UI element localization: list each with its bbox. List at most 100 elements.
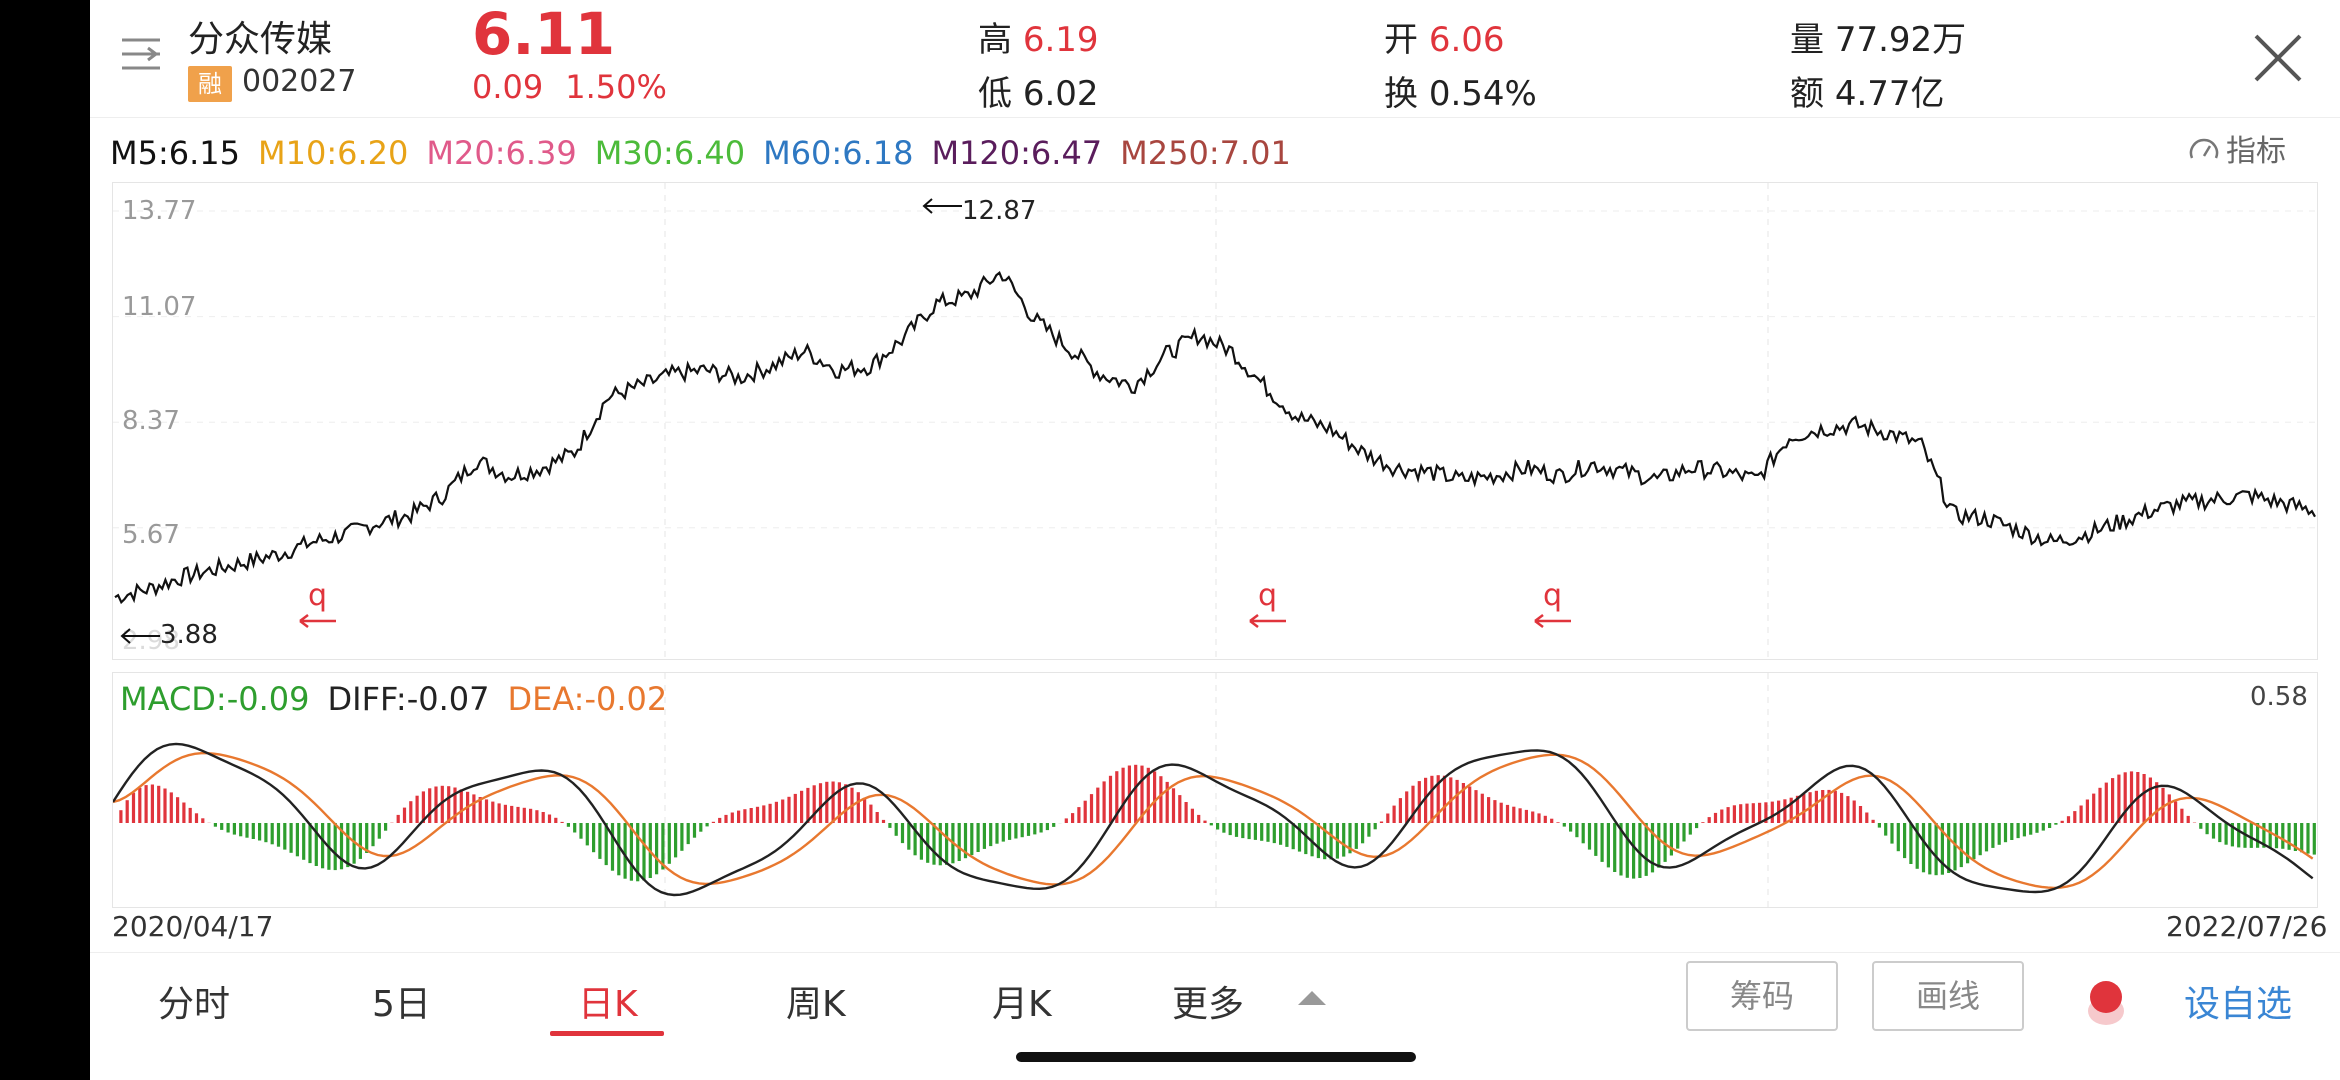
macd-bar xyxy=(1890,823,1894,844)
close-icon[interactable] xyxy=(2250,30,2306,86)
macd-bar xyxy=(421,791,425,823)
macd-bar xyxy=(447,786,451,823)
tab-more[interactable]: 更多 xyxy=(1172,984,1245,1025)
macd-bar xyxy=(554,817,558,823)
macd-bar xyxy=(1291,823,1295,850)
list-menu-icon[interactable] xyxy=(118,34,164,76)
macd-bar xyxy=(1140,765,1144,823)
macd-bar xyxy=(1052,823,1056,827)
macd-bar xyxy=(2155,782,2159,823)
ma250-label: M250:7.01 xyxy=(1120,134,1291,172)
macd-bar xyxy=(289,823,293,853)
macd-bar xyxy=(1531,811,1535,823)
tab-intraday[interactable]: 分时 xyxy=(158,984,231,1025)
macd-bar xyxy=(1455,779,1459,823)
macd-bar xyxy=(1972,823,1976,860)
macd-bar xyxy=(1354,823,1358,849)
macd-bar xyxy=(592,823,596,853)
macd-bar xyxy=(1537,813,1541,823)
macd-bar xyxy=(863,797,867,823)
macd-bar xyxy=(1978,823,1982,856)
macd-bar xyxy=(1997,823,2001,845)
macd-legend: MACD:-0.09 DIFF:-0.07 DEA:-0.02 xyxy=(120,680,685,718)
current-price: 6.11 xyxy=(472,0,616,68)
macd-bar xyxy=(2230,823,2234,847)
macd-bar xyxy=(1083,800,1087,823)
macd-bar xyxy=(674,823,678,858)
macd-bar xyxy=(2142,774,2146,823)
macd-bar xyxy=(800,790,804,823)
signal-marker-0: q xyxy=(308,578,327,613)
macd-bar xyxy=(982,823,986,849)
macd-bar xyxy=(428,788,432,823)
macd-bar xyxy=(629,823,633,881)
add-favorite-button[interactable]: 设自选 xyxy=(2184,984,2293,1025)
tab-daily-k[interactable]: 日K xyxy=(578,984,638,1025)
tab-5day[interactable]: 5日 xyxy=(372,984,431,1025)
indicator-button[interactable]: 指标 xyxy=(2188,126,2286,170)
macd-bar xyxy=(1279,823,1283,845)
macd-bar xyxy=(2287,823,2291,850)
tab-weekly-k[interactable]: 周K xyxy=(786,984,846,1025)
change-absolute: 0.09 xyxy=(472,68,544,106)
macd-bar xyxy=(1493,800,1497,823)
macd-bar xyxy=(1026,823,1031,836)
macd-bar xyxy=(377,823,381,839)
macd-bar xyxy=(1512,806,1516,823)
macd-bar xyxy=(1650,823,1655,873)
ma60-label: M60:6.18 xyxy=(763,134,914,172)
macd-bar xyxy=(2085,799,2089,823)
favorite-toggle-icon[interactable] xyxy=(2086,977,2126,1029)
macd-bar xyxy=(2174,801,2178,823)
macd-bar xyxy=(1959,823,1963,868)
macd-bar xyxy=(1285,823,1289,847)
macd-bar xyxy=(837,782,841,823)
macd-bar xyxy=(1953,823,1957,871)
macd-bar xyxy=(1903,823,1907,859)
macd-bar xyxy=(737,810,741,823)
macd-bar xyxy=(1329,823,1333,860)
macd-bar xyxy=(919,823,923,860)
macd-bar xyxy=(270,823,274,845)
macd-bar xyxy=(730,812,734,823)
macd-bar xyxy=(333,823,337,871)
macd-bar xyxy=(1121,767,1125,823)
macd-bar xyxy=(1228,823,1232,836)
dea-value: DEA:-0.02 xyxy=(507,680,668,718)
tab-monthly-k[interactable]: 月K xyxy=(992,984,1052,1025)
macd-bar xyxy=(938,823,942,866)
macd-bar xyxy=(1884,823,1888,836)
stat-volume: 量 77.92万 xyxy=(1790,20,1967,60)
macd-bar xyxy=(1222,823,1226,833)
draw-line-button[interactable]: 画线 xyxy=(1872,961,2024,1031)
macd-value: MACD:-0.09 xyxy=(120,680,310,718)
caret-up-icon[interactable] xyxy=(1298,991,1326,1005)
macd-bar xyxy=(1171,788,1176,823)
macd-bar xyxy=(396,814,400,823)
macd-bar xyxy=(989,823,993,847)
period-tab-bar: 分时 5日 日K 周K 月K 更多 筹码 画线 设自选 xyxy=(90,952,2340,1080)
macd-bar xyxy=(1827,789,1831,823)
macd-bar xyxy=(1581,823,1585,844)
signal-arrow-icon xyxy=(1249,614,1286,628)
macd-bar xyxy=(995,823,999,844)
macd-bar xyxy=(138,787,142,823)
macd-bar xyxy=(1821,790,1825,823)
price-series-line xyxy=(114,271,2316,605)
macd-bar xyxy=(245,823,249,838)
signal-marker-1: q xyxy=(1258,578,1277,613)
macd-bar xyxy=(970,823,974,856)
macd-chart[interactable] xyxy=(111,672,2318,909)
macd-bar xyxy=(1316,823,1320,859)
macd-bar xyxy=(1569,823,1573,832)
macd-bar xyxy=(1165,781,1169,823)
macd-bar xyxy=(699,823,703,832)
macd-bar xyxy=(1096,787,1100,823)
macd-bar xyxy=(2262,823,2266,848)
macd-bar xyxy=(686,823,690,845)
macd-bar xyxy=(384,823,388,831)
macd-bar xyxy=(869,804,873,823)
chips-button[interactable]: 筹码 xyxy=(1686,961,1838,1031)
